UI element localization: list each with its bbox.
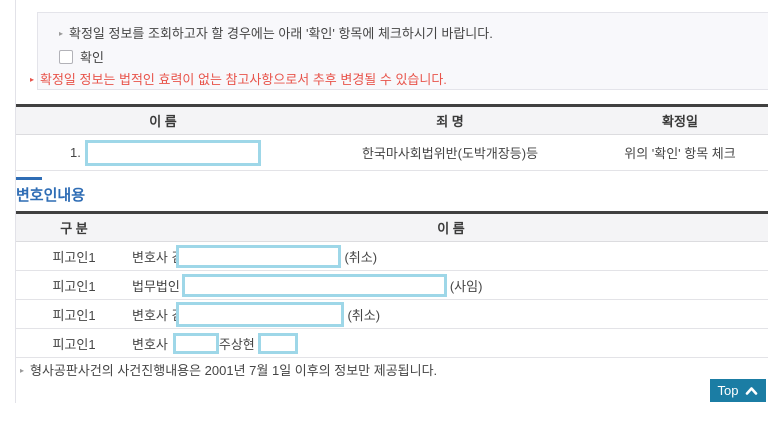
redaction-box [176, 301, 345, 327]
crime-cell: 한국마사회법위반(도박개장등)등 [310, 143, 590, 162]
top-button[interactable]: Top [710, 379, 766, 402]
header-confirm-date: 확정일 [662, 114, 698, 129]
counsel-prefix: 변호사 김 [132, 249, 184, 265]
section-title: 변호인내용 [16, 187, 86, 204]
table-row: 피고인1 변호사 주상현 [16, 329, 768, 358]
bullet-icon: ▸ [59, 29, 64, 38]
confirm-date-text: 위의 '확인' 항목 체크 [624, 146, 736, 161]
table-row: 피고인1 변호사 김 (취소) [16, 300, 768, 329]
confirm-checkbox[interactable] [59, 49, 73, 64]
defendant-label: 피고인1 [52, 307, 96, 323]
table-row: 1. 한국마사회법위반(도박개장등)등 위의 '확인' 항목 체크 [16, 135, 768, 171]
notice-warning: ▸ 확정일 정보는 법적인 효력이 없는 참고사항으로서 추후 변경될 수 있습니… [30, 69, 447, 88]
case-table: 이 름 죄 명 확정일 1. 한국마사회법위반(도박개장등)등 위의 '확인' … [16, 104, 768, 171]
confirm-checkbox-row: 확인 [59, 47, 104, 66]
counsel-cell: 변호사 김 (취소) [132, 244, 768, 268]
defender-table-header: 구 분 이 름 [16, 214, 768, 242]
redaction-box [181, 273, 447, 297]
header-crime: 죄 명 [436, 114, 464, 129]
crime-text: 한국마사회법위반(도박개장등)등 [361, 146, 539, 161]
counsel-name: 주상현 [218, 336, 255, 352]
table-row: 피고인1 법무법인 (사임) [16, 271, 768, 300]
header-name: 이 름 [437, 221, 465, 236]
counsel-prefix: 변호사 [132, 336, 168, 352]
redaction-box [257, 332, 298, 354]
counsel-status: (취소) [347, 307, 381, 323]
bullet-icon: ▸ [20, 366, 25, 375]
defendant-name-cell: 1. [16, 139, 310, 166]
content-left-border [15, 0, 16, 403]
footer-note: ▸ 형사공판사건의 사건진행내용은 2001년 7월 1일 이후의 정보만 제공됩… [20, 360, 437, 379]
chevron-up-icon [745, 386, 758, 396]
row-number: 1. [70, 145, 81, 160]
counsel-status: (사임) [449, 278, 483, 294]
defendant-label: 피고인1 [52, 336, 96, 352]
header-name: 이 름 [149, 114, 177, 129]
footer-note-text: 형사공판사건의 사건진행내용은 2001년 7월 1일 이후의 정보만 제공됩니… [30, 363, 438, 378]
section-accent-bar [16, 177, 42, 180]
counsel-status: (취소) [344, 249, 378, 265]
redaction-box [84, 139, 261, 166]
header-category: 구 분 [60, 221, 88, 236]
confirm-date-cell: 위의 '확인' 항목 체크 [590, 143, 768, 162]
defendant-label: 피고인1 [52, 278, 96, 294]
defendant-label: 피고인1 [52, 249, 96, 265]
top-button-label: Top [717, 383, 739, 398]
notice-instruction: ▸ 확정일 정보를 조회하고자 할 경우에는 아래 '확인' 항목에 체크하시기 … [59, 23, 493, 42]
confirm-date-notice-box: ▸ 확정일 정보를 조회하고자 할 경우에는 아래 '확인' 항목에 체크하시기 … [30, 12, 768, 90]
case-table-header: 이 름 죄 명 확정일 [16, 107, 768, 135]
confirm-checkbox-label: 확인 [80, 50, 104, 65]
counsel-cell: 법무법인 (사임) [132, 273, 768, 297]
notice-warning-text: 확정일 정보는 법적인 효력이 없는 참고사항으로서 추후 변경될 수 있습니다… [40, 72, 447, 87]
bullet-icon: ▸ [30, 75, 35, 84]
counsel-prefix: 법무법인 [132, 278, 180, 294]
counsel-prefix: 변호사 김 [132, 307, 184, 323]
counsel-cell: 변호사 주상현 [132, 332, 768, 354]
redaction-box [176, 244, 342, 268]
counsel-cell: 변호사 김 (취소) [132, 301, 768, 327]
notice-instruction-text: 확정일 정보를 조회하고자 할 경우에는 아래 '확인' 항목에 체크하시기 바… [69, 26, 493, 41]
defender-table: 구 분 이 름 피고인1 변호사 김 (취소) 피고인1 법무법인 (사임) 피… [16, 211, 768, 358]
redaction-box [172, 332, 219, 354]
table-row: 피고인1 변호사 김 (취소) [16, 242, 768, 271]
